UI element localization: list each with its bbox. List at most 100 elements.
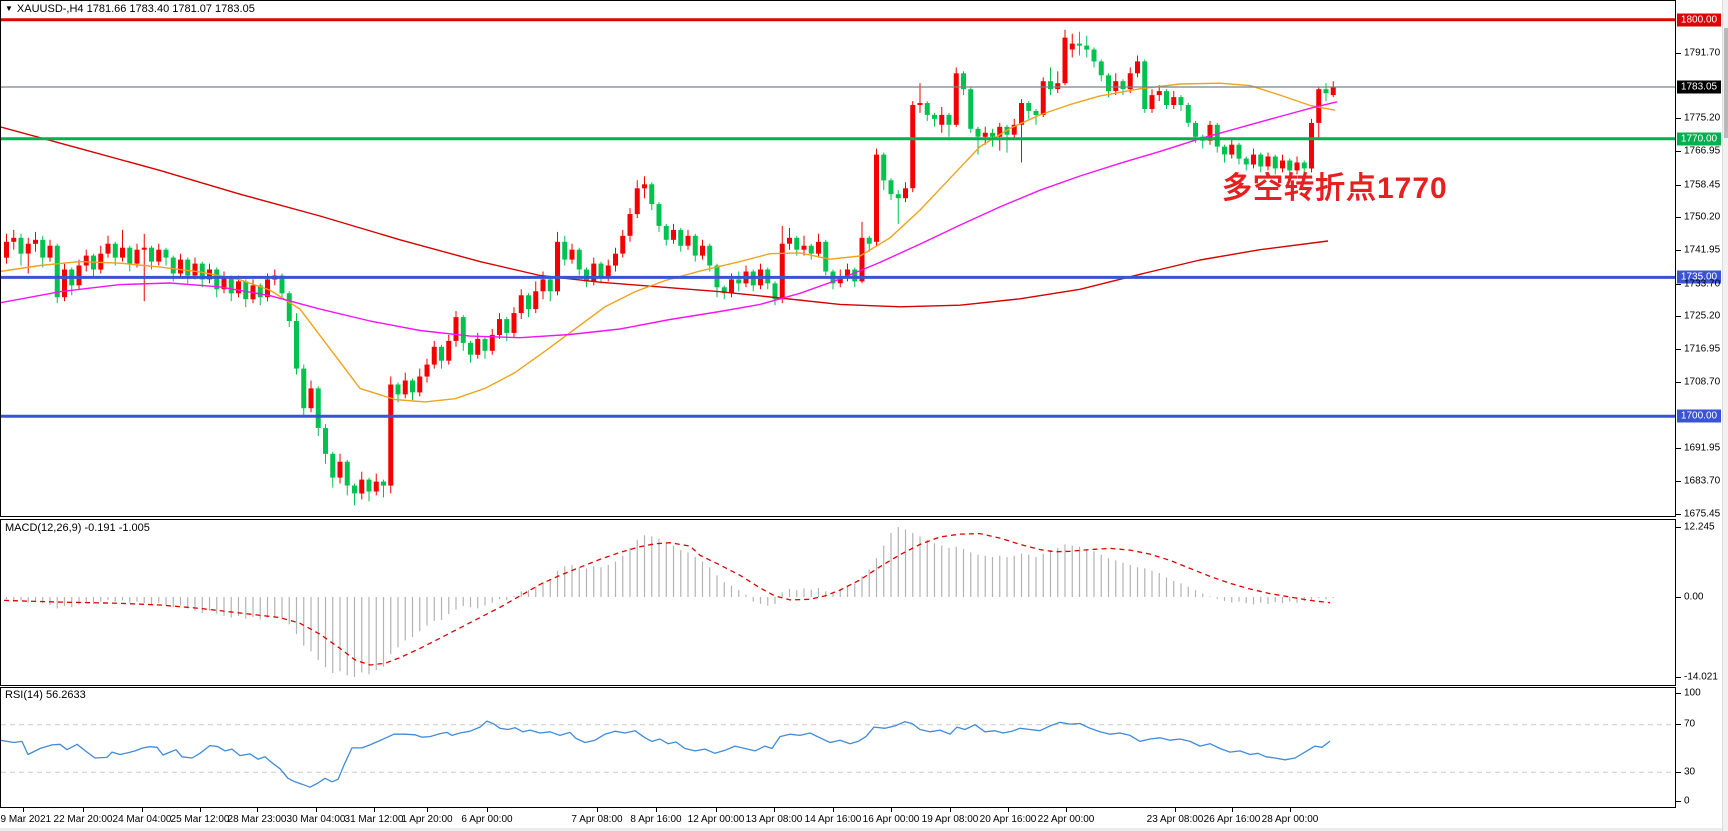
macd-label: MACD(12,26,9) -0.191 -1.005 (5, 522, 150, 534)
time-tick (716, 808, 717, 812)
axis-tick (1676, 349, 1681, 350)
time-label: 19 Mar 2021 (0, 814, 52, 825)
time-label: 13 Apr 08:00 (745, 814, 803, 825)
time-tick (257, 808, 258, 812)
time-tick (891, 808, 892, 812)
price-label-1725.20: 1725.20 (1684, 310, 1721, 322)
time-label: 23 Apr 08:00 (1146, 814, 1204, 825)
time-tick (1175, 808, 1176, 812)
time-label: 28 Apr 00:00 (1261, 814, 1319, 825)
price-badge-1770.00: 1770.00 (1677, 132, 1721, 146)
time-label: 7 Apr 08:00 (571, 814, 623, 825)
price-label-1758.45: 1758.45 (1684, 179, 1721, 190)
rsi-indicator-panel[interactable] (0, 687, 1676, 808)
price-label-1750.20: 1750.20 (1684, 211, 1721, 223)
time-label: 12 Apr 00:00 (687, 814, 745, 825)
macd-indicator-panel[interactable] (0, 519, 1676, 687)
price-badge-1800.00: 1800.00 (1677, 13, 1721, 27)
axis-tick (1676, 771, 1681, 773)
time-label: 26 Apr 16:00 (1203, 814, 1261, 825)
time-label: 14 Apr 16:00 (804, 814, 862, 825)
time-tick (23, 808, 24, 812)
axis-tick (1676, 217, 1681, 219)
price-label-100: 100 (1684, 687, 1701, 699)
axis-tick (1676, 448, 1681, 450)
time-tick (1008, 808, 1009, 812)
price-label-1775.20: 1775.20 (1684, 112, 1721, 124)
axis-tick (1676, 693, 1681, 694)
axis-tick (1676, 118, 1681, 120)
axis-tick (1676, 527, 1681, 528)
axis-tick (1676, 284, 1681, 285)
price-label-1675.45: 1675.45 (1684, 508, 1721, 519)
price-label-1791.70: 1791.70 (1684, 47, 1721, 59)
time-label: 31 Mar 12:00 (344, 814, 404, 825)
time-label: 20 Apr 16:00 (979, 814, 1037, 825)
time-tick (833, 808, 834, 812)
time-label: 1 Apr 20:00 (401, 814, 453, 825)
time-label: 16 Apr 00:00 (862, 814, 920, 825)
price-badge-1783.05: 1783.05 (1677, 80, 1721, 94)
axis-tick (1676, 801, 1681, 802)
time-tick (1232, 808, 1233, 812)
time-label: 8 Apr 16:00 (630, 814, 682, 825)
price-axis[interactable]: 1800.00 1791.70 1783.05 1775.20 1770.00 1766.… (1676, 0, 1722, 808)
price-label--14.021: -14.021 (1684, 671, 1718, 683)
time-tick (487, 808, 488, 812)
vertical-scrollbar[interactable] (1722, 0, 1728, 831)
candlestick-chart[interactable] (0, 0, 1676, 518)
axis-tick (1676, 52, 1681, 54)
price-label-1766.95: 1766.95 (1684, 145, 1721, 157)
time-label: 22 Apr 00:00 (1037, 814, 1095, 825)
time-tick (200, 808, 201, 812)
axis-tick (1676, 150, 1681, 152)
axis-tick (1676, 723, 1681, 725)
price-label-1708.70: 1708.70 (1684, 376, 1721, 388)
time-tick (142, 808, 143, 812)
rsi-line (0, 720, 1331, 788)
axis-tick (1676, 677, 1681, 678)
axis-tick (1676, 597, 1681, 598)
time-label: 24 Mar 04:00 (112, 814, 172, 825)
time-tick (374, 808, 375, 812)
time-label: 22 Mar 20:00 (53, 814, 113, 825)
time-axis[interactable]: 19 Mar 2021 22 Mar 20:00 24 Mar 04:00 25 Ma… (0, 808, 1722, 831)
axis-tick (1676, 480, 1681, 482)
time-label: 30 Mar 04:00 (286, 814, 346, 825)
price-label-1716.95: 1716.95 (1684, 343, 1721, 355)
time-label: 19 Apr 08:00 (921, 814, 979, 825)
time-tick (950, 808, 951, 812)
symbol-ohlc-title: ▼ XAUUSD-,H4 1781.66 1783.40 1781.07 1783… (5, 3, 255, 15)
time-tick (1066, 808, 1067, 812)
scrollbar-thumb[interactable] (1724, 28, 1728, 138)
axis-tick (1676, 184, 1681, 186)
price-label-1683.70: 1683.70 (1684, 475, 1721, 487)
price-label-1741.95: 1741.95 (1684, 244, 1721, 256)
time-label: 6 Apr 00:00 (461, 814, 513, 825)
price-label-1691.95: 1691.95 (1684, 442, 1721, 454)
time-tick (83, 808, 84, 812)
time-tick (427, 808, 428, 812)
time-label: 28 Mar 23:00 (227, 814, 287, 825)
axis-tick (1676, 316, 1681, 318)
price-label-70: 70 (1684, 718, 1696, 729)
price-badge-1735.00: 1735.00 (1677, 270, 1721, 284)
price-label-1733.70: 1733.70 (1684, 278, 1721, 290)
time-tick (1290, 808, 1291, 812)
price-label-12.245: 12.245 (1684, 521, 1715, 533)
rsi-label: RSI(14) 56.2633 (5, 689, 86, 701)
time-tick (656, 808, 657, 812)
symbol-ohlc-text: XAUUSD-,H4 1781.66 1783.40 1781.07 1783.… (16, 3, 255, 15)
time-tick (774, 808, 775, 812)
axis-tick (1676, 381, 1681, 383)
time-label: 25 Mar 12:00 (170, 814, 230, 825)
axis-tick (1676, 249, 1681, 251)
price-badge-1700.00: 1700.00 (1677, 409, 1721, 423)
macd-signal-line (3, 532, 1331, 666)
chevron-down-icon[interactable]: ▼ (5, 4, 13, 13)
price-label-30: 30 (1684, 766, 1696, 777)
candles-layer (4, 29, 1336, 506)
time-tick (597, 808, 598, 812)
axis-tick (1676, 513, 1681, 515)
